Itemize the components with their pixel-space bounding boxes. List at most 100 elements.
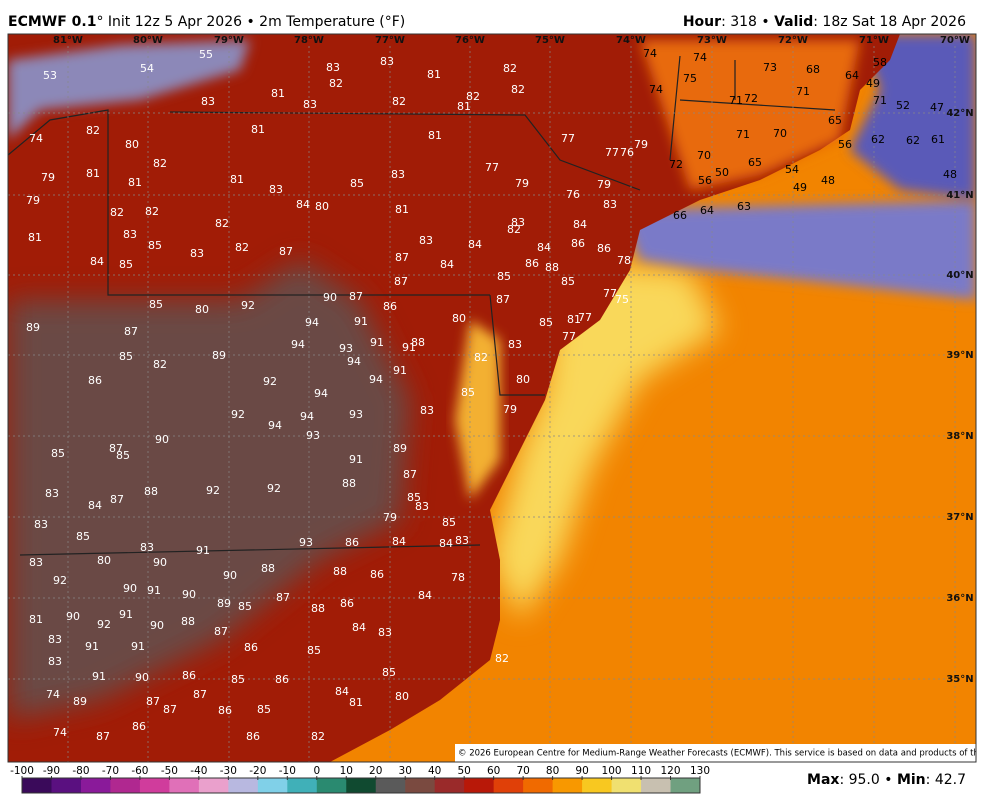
temperature-label: 83 (415, 500, 429, 513)
temperature-label: 80 (97, 554, 111, 567)
temperature-label: 86 (244, 641, 258, 654)
temperature-label: 53 (43, 69, 57, 82)
longitude-label: 75°W (535, 35, 565, 46)
border (169, 111, 641, 191)
temperature-label: 86 (370, 568, 384, 581)
colorbar-label: 80 (546, 765, 559, 777)
temperature-label: 84 (418, 589, 432, 602)
temperature-label: 85 (149, 298, 163, 311)
temperature-label: 85 (407, 491, 421, 504)
colorbar-segment (611, 778, 642, 793)
temperature-label: 58 (873, 56, 887, 69)
max-key: Max (807, 772, 839, 788)
temperature-label: 86 (246, 730, 260, 743)
copyright-box (455, 744, 976, 762)
temperature-label: 91 (85, 640, 99, 653)
temperature-label: 52 (896, 99, 910, 112)
temperature-label: 94 (347, 355, 361, 368)
temperature-label: 77 (561, 132, 575, 145)
colorbar-label: 100 (602, 765, 622, 777)
temperature-label: 91 (354, 315, 368, 328)
temperature-label: 90 (123, 582, 137, 595)
latitude-label: 40°N (946, 270, 973, 281)
temperature-label: 82 (503, 62, 517, 75)
valid-value: : 18z Sat 18 Apr 2026 (813, 14, 966, 30)
temperature-label: 71 (873, 94, 887, 107)
appalachian-warm (8, 260, 410, 720)
temperature-label: 80 (516, 373, 530, 386)
temperature-label: 81 (251, 123, 265, 136)
temperature-label: 76 (620, 146, 634, 159)
colorbar-label: -10 (279, 765, 296, 777)
temperature-label: 71 (729, 94, 743, 107)
temperature-label: 87 (193, 688, 207, 701)
temperature-label: 84 (335, 685, 349, 698)
temperature-label: 94 (300, 410, 314, 423)
temperature-label: 47 (930, 101, 944, 114)
cold-water (620, 200, 976, 300)
temperature-label: 64 (700, 204, 714, 217)
temperature-label: 81 (271, 87, 285, 100)
temperature-label: 81 (349, 696, 363, 709)
temperature-label: 92 (53, 574, 67, 587)
temperature-label: 86 (182, 669, 196, 682)
temperature-label: 91 (402, 341, 416, 354)
temperature-label: 83 (269, 183, 283, 196)
latitude-label: 42°N (946, 108, 973, 119)
temperature-label: 88 (181, 615, 195, 628)
temperature-label: 87 (496, 293, 510, 306)
temperature-label: 91 (349, 453, 363, 466)
temperature-label: 84 (439, 537, 453, 550)
temperature-label: 91 (119, 608, 133, 621)
temperature-label: 83 (123, 228, 137, 241)
temperature-label: 82 (466, 90, 480, 103)
latitude-label: 39°N (946, 350, 973, 361)
colorbar-segment (198, 778, 229, 793)
colorbar-label: 40 (428, 765, 441, 777)
colorbar-segment (582, 778, 613, 793)
temperature-label: 77 (603, 287, 617, 300)
temperature-label: 84 (296, 198, 310, 211)
temperature-label: 83 (511, 216, 525, 229)
temperature-label: 82 (153, 157, 167, 170)
temperature-label: 87 (163, 703, 177, 716)
temperature-label: 81 (86, 167, 100, 180)
temperature-label: 78 (451, 571, 465, 584)
valid-key: Valid (774, 14, 813, 30)
temperature-label: 54 (785, 163, 799, 176)
temperature-label: 82 (110, 206, 124, 219)
latitude-label: 36°N (946, 593, 973, 604)
temperature-label: 83 (378, 626, 392, 639)
colorbar-label: -40 (190, 765, 207, 777)
colorbar-label: 90 (575, 765, 588, 777)
colorbar-label: 70 (516, 765, 529, 777)
temperature-label: 88 (333, 565, 347, 578)
temperature-label: 79 (41, 171, 55, 184)
min-value: : 42.7 (926, 772, 966, 788)
longitude-label: 80°W (133, 35, 163, 46)
temperature-label: 87 (349, 290, 363, 303)
hour-value: : 318 • (721, 14, 774, 30)
temperature-label: 83 (420, 404, 434, 417)
temperature-label: 83 (48, 633, 62, 646)
temperature-label: 85 (539, 316, 553, 329)
temperature-label: 82 (145, 205, 159, 218)
temperature-label: 85 (350, 177, 364, 190)
temperature-label: 89 (73, 695, 87, 708)
temperature-label: 77 (562, 330, 576, 343)
temperature-label: 86 (218, 704, 232, 717)
temperature-label: 82 (235, 241, 249, 254)
temperature-label: 83 (45, 487, 59, 500)
header-left: ECMWF 0.1° Init 12z 5 Apr 2026 • 2m Temp… (8, 14, 405, 30)
colorbar-label: 20 (369, 765, 382, 777)
temperature-label: 92 (241, 299, 255, 312)
temperature-label: 66 (673, 209, 687, 222)
temperature-label: 94 (305, 316, 319, 329)
temperature-label: 87 (395, 251, 409, 264)
temperature-label: 85 (382, 666, 396, 679)
longitude-label: 72°W (778, 35, 808, 46)
temperature-label: 86 (88, 374, 102, 387)
temperature-label: 84 (90, 255, 104, 268)
